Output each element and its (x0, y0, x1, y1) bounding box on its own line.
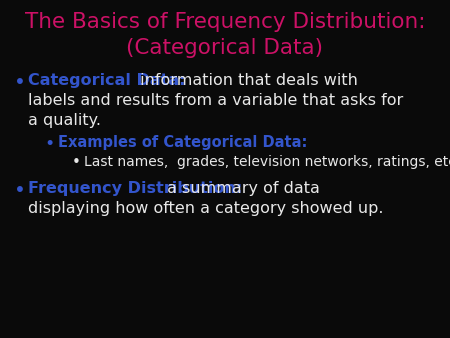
Text: a summary of data: a summary of data (162, 181, 320, 196)
Text: displaying how often a category showed up.: displaying how often a category showed u… (28, 201, 383, 216)
Text: Examples of Categorical Data:: Examples of Categorical Data: (58, 135, 307, 150)
Text: information that deals with: information that deals with (135, 73, 358, 88)
Text: Last names,  grades, television networks, ratings, etc.: Last names, grades, television networks,… (84, 155, 450, 169)
Text: The Basics of Frequency Distribution:: The Basics of Frequency Distribution: (25, 12, 425, 32)
Text: •: • (14, 73, 26, 92)
Text: (Categorical Data): (Categorical Data) (126, 38, 324, 58)
Text: a quality.: a quality. (28, 113, 101, 128)
Text: Categorical Data:: Categorical Data: (28, 73, 185, 88)
Text: Frequency Distribution:: Frequency Distribution: (28, 181, 242, 196)
Text: •: • (72, 155, 81, 170)
Text: •: • (14, 181, 26, 200)
Text: •: • (44, 135, 54, 153)
Text: labels and results from a variable that asks for: labels and results from a variable that … (28, 93, 403, 108)
